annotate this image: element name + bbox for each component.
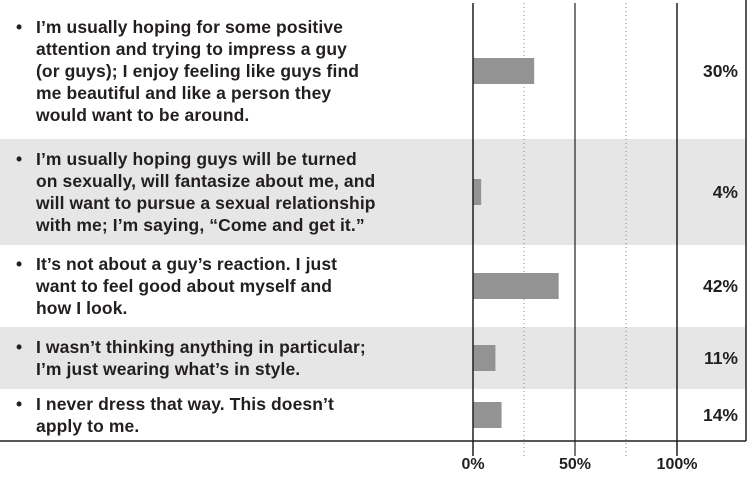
category-label-line: I wasn’t thinking anything in particular… <box>36 337 366 357</box>
row-shading <box>0 139 746 245</box>
category-label: • I’m usually hoping for some positive att… <box>14 16 456 126</box>
value-label: 11% <box>703 348 738 368</box>
category-label-line: I’m just wearing what’s in style. <box>36 359 301 379</box>
x-tick-label: 100% <box>656 456 698 473</box>
category-label-line: would want to be around. <box>36 105 250 125</box>
bar <box>473 402 502 428</box>
value-label: 30% <box>702 61 738 81</box>
row-shading <box>0 327 746 389</box>
x-tick-label: 0% <box>461 456 485 473</box>
category-label-line: with me; I’m saying, “Come and get it.” <box>36 215 365 235</box>
bullet: • <box>16 337 23 357</box>
bar <box>473 345 496 371</box>
category-label: • I’m usually hoping guys will be turned o… <box>14 148 456 236</box>
category-label-line: will want to pursue a sexual relationshi… <box>36 193 376 213</box>
category-label-line: attention and trying to impress a guy <box>36 39 347 59</box>
category-label-line: I never dress that way. This doesn’t <box>36 394 334 414</box>
category-label-line: I’m usually hoping guys will be turned <box>36 149 357 169</box>
category-label-line: on sexually, will fantasize about me, an… <box>36 171 376 191</box>
bullet: • <box>16 254 23 274</box>
bullet: • <box>16 17 23 37</box>
bullet: • <box>16 394 23 414</box>
category-label: • I wasn’t thinking anything in particula… <box>14 336 456 380</box>
value-label: 42% <box>702 276 738 296</box>
category-label-line: I’m usually hoping for some positive <box>36 17 343 37</box>
category-label-line: me beautiful and like a person they <box>36 83 332 103</box>
category-label-line: (or guys); I enjoy feeling like guys fin… <box>36 61 360 81</box>
category-label: • I never dress that way. This doesn’t app… <box>14 393 456 437</box>
bar <box>473 58 535 84</box>
value-label: 14% <box>702 405 738 425</box>
bar <box>473 273 559 299</box>
bullet: • <box>16 149 23 169</box>
category-label-line: apply to me. <box>36 416 140 436</box>
category-label-line: want to feel good about myself and <box>36 276 333 296</box>
bar <box>473 179 482 205</box>
value-label: 4% <box>712 182 738 202</box>
category-label-line: It’s not about a guy’s reaction. I just <box>36 254 338 274</box>
category-label: • It’s not about a guy’s reaction. I just… <box>14 253 456 319</box>
category-label-line: how I look. <box>36 298 128 318</box>
x-tick-label: 50% <box>558 456 592 473</box>
